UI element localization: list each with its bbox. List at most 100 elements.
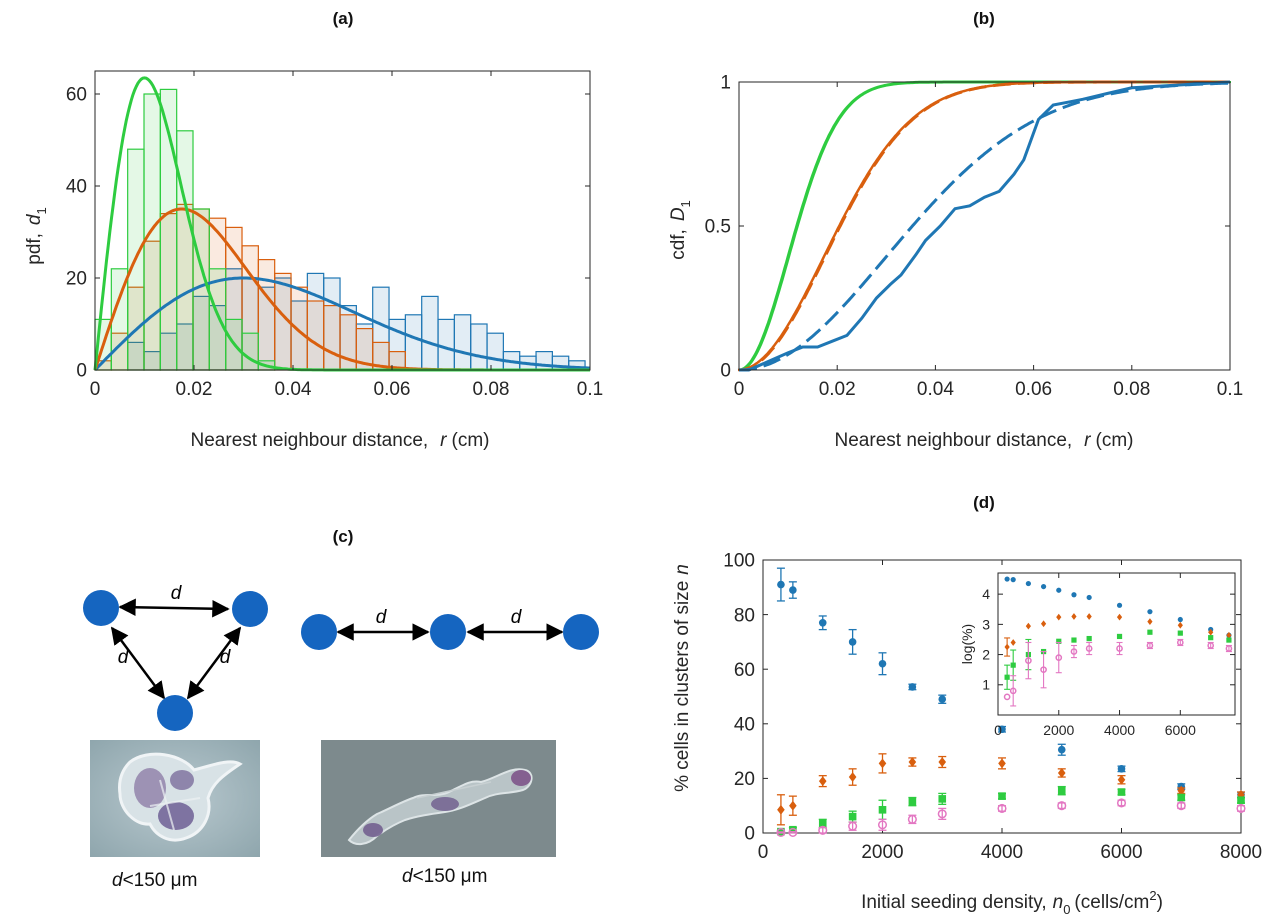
histogram-bar-blue xyxy=(421,295,439,371)
cell-node xyxy=(430,614,466,650)
data-point-pink xyxy=(788,827,798,838)
cell-node xyxy=(232,591,268,627)
edge-label: d xyxy=(376,607,388,628)
inset-point-green xyxy=(1226,637,1232,643)
data-point-blue xyxy=(1117,765,1126,773)
histogram-bar-blue xyxy=(486,332,504,371)
inset-ytick-label: 4 xyxy=(982,586,990,602)
inset-point-green xyxy=(1056,638,1062,644)
inset-point-green xyxy=(1086,635,1092,642)
histogram-bar-blue xyxy=(437,318,455,371)
cdf-empirical-green xyxy=(739,81,1231,371)
panel-d-ytick-label: 80 xyxy=(734,605,755,626)
edge-label: d xyxy=(118,647,130,668)
inset-point-pink xyxy=(1146,642,1154,649)
panel-b-title: (b) xyxy=(973,9,995,28)
inset-point-orange xyxy=(1226,631,1232,639)
panel-a-xtick-label: 0.04 xyxy=(275,379,312,400)
panel-b-lines xyxy=(737,80,1231,372)
inset-point-pink xyxy=(1070,648,1078,655)
data-point-pink xyxy=(776,827,786,838)
inset-point-orange xyxy=(1025,622,1031,630)
data-point-pink xyxy=(818,825,828,835)
panel-d-ytick-label: 40 xyxy=(734,714,755,735)
data-point-green xyxy=(1057,786,1066,795)
data-point-blue xyxy=(848,638,857,646)
edge-label: d xyxy=(171,583,183,604)
cdf-empirical-orange xyxy=(737,80,1229,372)
cell-photo-line xyxy=(321,740,556,857)
panel-d-inset: 0 2000 4000 6000 1 2 3 4 log(%) xyxy=(959,572,1236,738)
panel-a-ytick-label: 60 xyxy=(66,85,87,106)
panel-b-xtick-label: 0 xyxy=(734,379,745,400)
cdf-fit-blue xyxy=(739,81,1231,372)
data-point-orange xyxy=(818,776,827,787)
inset-point-orange xyxy=(1086,613,1092,620)
inset-point-green xyxy=(1116,633,1123,640)
cell-node xyxy=(563,614,599,650)
panel-b-ytick-label: 0 xyxy=(720,361,731,382)
inset-point-orange xyxy=(1010,639,1016,646)
data-point-green xyxy=(908,797,917,806)
inset-background xyxy=(998,573,1235,715)
panel-b-xtick-label: 0.02 xyxy=(819,379,856,400)
inset-point-pink xyxy=(1040,666,1047,674)
data-point-blue xyxy=(818,618,827,627)
inset-point-green xyxy=(1147,629,1153,635)
panel-a-ytick-label: 20 xyxy=(66,269,87,290)
panel-b-xtick-label: 0.04 xyxy=(917,379,954,400)
panel-a-title: (a) xyxy=(333,9,354,28)
data-point-green xyxy=(878,805,887,814)
data-point-blue xyxy=(998,725,1006,734)
inset-point-pink xyxy=(1207,642,1215,649)
panel-d-ytick-label: 20 xyxy=(734,769,755,790)
histogram-bar-blue xyxy=(404,314,423,371)
inset-xtick-label: 2000 xyxy=(1043,722,1074,738)
data-point-pink xyxy=(997,803,1007,813)
inset-point-blue xyxy=(1056,587,1062,593)
panel-a-chart: (a) 0 0.02 0.04 0.06 0.08 0.1 0 20 40 60 Nearest … xyxy=(24,9,603,451)
data-point-green xyxy=(818,819,827,828)
caption-right: d<150 μm xyxy=(402,866,488,887)
histogram-bar-green xyxy=(143,93,161,371)
inset-point-blue xyxy=(1010,577,1016,583)
panel-d-ytick-label: 60 xyxy=(734,660,755,681)
data-point-blue xyxy=(1057,745,1066,754)
inset-point-blue xyxy=(1071,592,1077,598)
inset-ylabel: log(%) xyxy=(959,624,975,664)
inset-point-pink xyxy=(1225,645,1233,652)
inset-point-blue xyxy=(1025,580,1031,587)
histogram-bar-orange xyxy=(323,305,341,371)
panel-a-ytick-label: 40 xyxy=(66,177,87,198)
data-point-orange xyxy=(848,772,857,782)
edge-label: d xyxy=(220,647,232,668)
cdf-empirical-blue xyxy=(739,80,1231,372)
edge-arrow xyxy=(110,626,166,700)
inset-point-blue xyxy=(1177,616,1183,623)
data-point-orange xyxy=(789,800,797,811)
cdf-fit-green xyxy=(738,80,1230,372)
histogram-bar-orange xyxy=(306,300,325,371)
inset-point-pink xyxy=(1003,693,1011,701)
panel-a-xtick-label: 0.02 xyxy=(176,379,213,400)
data-point-blue xyxy=(777,580,785,589)
inset-point-green xyxy=(1177,630,1183,636)
inset-point-green xyxy=(1010,662,1016,668)
cell-node xyxy=(301,614,337,650)
data-point-pink xyxy=(1057,801,1067,811)
cell-node xyxy=(83,590,119,626)
inset-point-blue xyxy=(1147,609,1153,615)
panel-d-title: (d) xyxy=(973,493,995,512)
panel-a-xtick-label: 0.1 xyxy=(577,379,603,400)
inset-point-green xyxy=(1004,674,1010,680)
panel-d-chart: (d) 0 2000 4000 6000 8000 0 20 40 60 80 100 0 2000 4… xyxy=(672,493,1262,917)
panel-b-xtick-label: 0.1 xyxy=(1217,379,1243,400)
panel-a-frame xyxy=(94,70,591,371)
data-point-green xyxy=(1237,796,1245,805)
data-point-green xyxy=(998,792,1006,800)
panel-d-xtick-label: 4000 xyxy=(981,842,1023,863)
line-arrangement: d d xyxy=(301,607,599,650)
panel-a-xlabel: Nearest neighbour distance, r (cm) xyxy=(191,430,490,451)
panel-a-ylabel: pdf,d1 xyxy=(24,207,49,265)
